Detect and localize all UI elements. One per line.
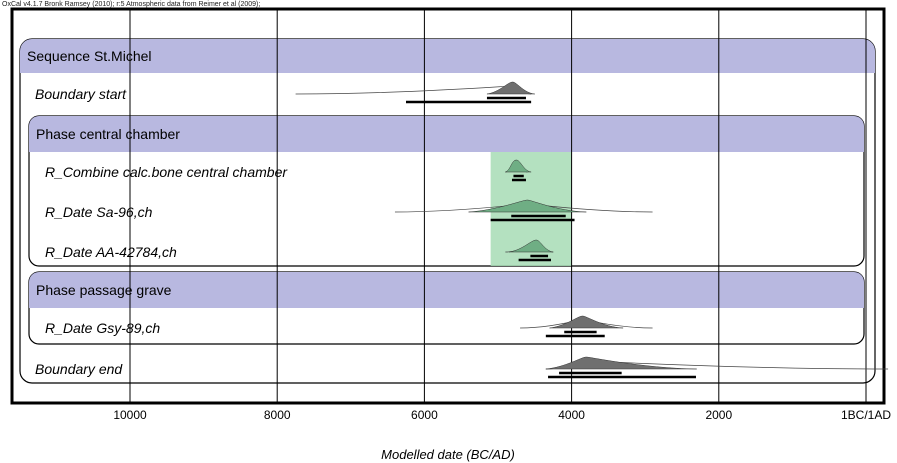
- posterior-distribution: [509, 239, 554, 253]
- x-tick-label: 10000: [113, 408, 147, 422]
- row-label: R_Combine calc.bone central chamber: [45, 164, 288, 180]
- group-label: Phase passage grave: [36, 282, 172, 298]
- phase-central-band-lower: [29, 134, 864, 152]
- x-axis-label: Modelled date (BC/AD): [381, 447, 515, 462]
- row-label: R_Date Sa-96,ch: [45, 204, 153, 220]
- x-tick-label: 4000: [558, 408, 585, 422]
- group-label: Sequence St.Michel: [27, 48, 152, 64]
- x-tick-label: 8000: [264, 408, 291, 422]
- row-label: Boundary start: [35, 86, 127, 102]
- posterior-distribution: [505, 159, 532, 173]
- phase-passage-band-lower: [29, 290, 864, 308]
- x-tick-label: 2000: [705, 408, 732, 422]
- x-tick-label: 1BC/1AD: [841, 408, 891, 422]
- plot-frame: [10, 7, 886, 405]
- posterior-distribution: [549, 315, 624, 329]
- row-label: Boundary end: [35, 361, 123, 377]
- row-label: R_Date Gsy-89,ch: [45, 320, 160, 336]
- group-label: Phase central chamber: [36, 126, 180, 142]
- sequence-band-lower: [20, 56, 875, 73]
- x-tick-label: 6000: [411, 408, 438, 422]
- credit-line: OxCal v4.1.7 Bronk Ramsey (2010); r:5 At…: [2, 1, 261, 8]
- posterior-distribution: [468, 199, 587, 213]
- posterior-distribution: [486, 81, 535, 95]
- posterior-distribution: [545, 356, 697, 370]
- row-label: R_Date AA-42784,ch: [45, 244, 177, 260]
